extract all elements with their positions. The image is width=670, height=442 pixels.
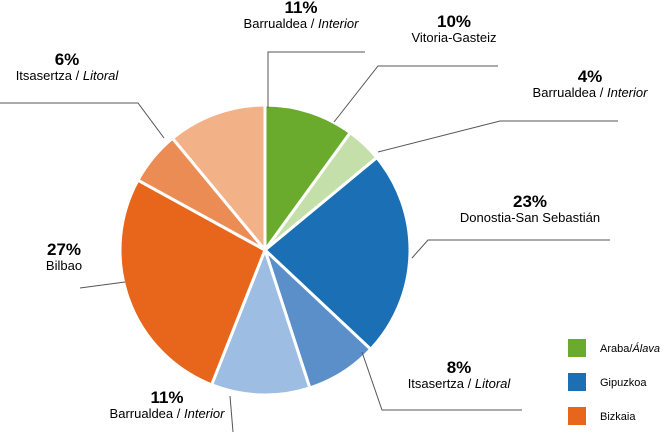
slice-name-label: Barrualdea / Interior: [533, 85, 649, 100]
legend: Araba/Álava Gipuzkoa Bizkaia: [568, 339, 660, 425]
slice-percent-label: 11%: [150, 388, 183, 407]
leader-line: [0, 102, 165, 139]
legend-swatch: [568, 339, 586, 357]
leader-line: [229, 395, 234, 433]
pie-slice: [209, 245, 312, 397]
leader-line: [267, 51, 365, 108]
slice-name-label: Barrualdea / Interior: [244, 16, 360, 31]
legend-label: Araba/Álava: [600, 342, 660, 355]
slice-name-label: Bilbao: [46, 258, 82, 273]
slice-percent-label: 23%: [513, 192, 547, 211]
slice-percent-label: 6%: [55, 50, 80, 69]
slice-name-label: Donostia-San Sebastián: [460, 210, 600, 225]
slice-name-label: Barrualdea / Interior: [110, 406, 226, 421]
slice-percent-label: 27%: [47, 240, 81, 259]
slice-percent-label: 10%: [437, 12, 471, 31]
slice-name-label: Itsasertza / Litoral: [16, 68, 120, 83]
legend-swatch: [568, 407, 586, 425]
leader-line: [79, 281, 126, 289]
slice-percent-label: 11%: [284, 0, 317, 17]
leader-line: [333, 65, 498, 123]
leader-line: [411, 239, 610, 259]
leader-line: [377, 120, 618, 153]
pie-slices: [118, 103, 412, 397]
slice-percent-label: 8%: [447, 358, 472, 377]
legend-label: Gipuzkoa: [600, 377, 647, 389]
legend-label: Bizkaia: [600, 411, 636, 423]
slice-name-label: Vitoria-Gasteiz: [411, 30, 496, 45]
slice-name-label: Itsasertza / Litoral: [408, 376, 512, 391]
legend-swatch: [568, 373, 586, 391]
pie-slice: [263, 130, 379, 252]
leader-line: [361, 351, 522, 411]
pie-slice: [170, 103, 267, 255]
leader-lines: [0, 51, 618, 433]
pie-slice: [262, 155, 412, 352]
slice-percent-label: 4%: [578, 67, 603, 86]
